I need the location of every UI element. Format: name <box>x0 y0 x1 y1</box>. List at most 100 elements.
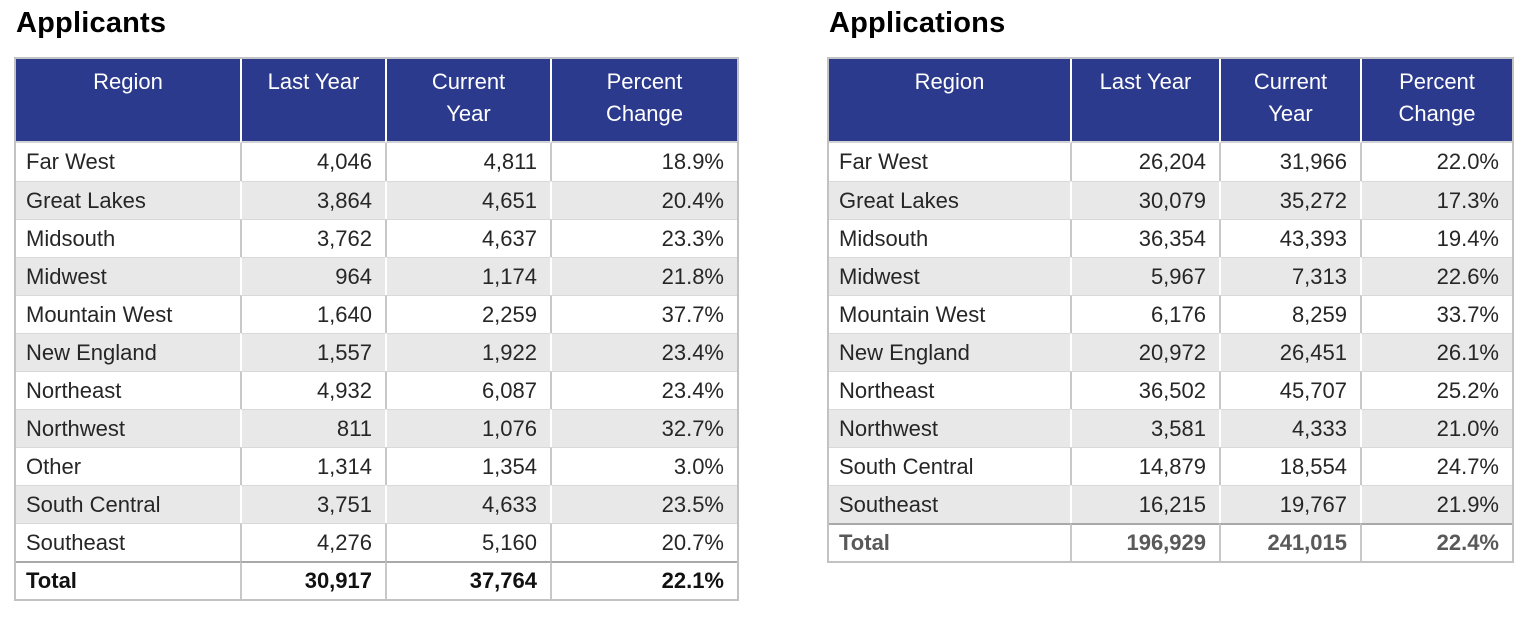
value-cell: 45,707 <box>1219 371 1360 409</box>
value-cell: 6,176 <box>1070 295 1219 333</box>
value-cell: 3,751 <box>240 485 385 523</box>
value-cell: 31,966 <box>1219 143 1360 181</box>
value-cell: 21.8% <box>550 257 737 295</box>
header-row: Region Last Year Current Year Percent Chang… <box>829 59 1512 143</box>
value-cell: 6,087 <box>385 371 550 409</box>
value-cell: 14,879 <box>1070 447 1219 485</box>
total-label-cell: Total <box>829 523 1070 561</box>
region-cell: Other <box>16 447 240 485</box>
value-cell: 3,762 <box>240 219 385 257</box>
region-cell: Great Lakes <box>829 181 1070 219</box>
total-row: Total 196,929 241,015 22.4% <box>829 523 1512 561</box>
value-cell: 4,811 <box>385 143 550 181</box>
value-cell: 33.7% <box>1360 295 1512 333</box>
region-cell: Great Lakes <box>16 181 240 219</box>
region-cell: New England <box>829 333 1070 371</box>
value-cell: 17.3% <box>1360 181 1512 219</box>
region-cell: Northeast <box>829 371 1070 409</box>
table-row-northwest: Northwest 811 1,076 32.7% <box>16 409 737 447</box>
column-header-region: Region <box>829 59 1070 143</box>
value-cell: 23.5% <box>550 485 737 523</box>
value-cell: 22.0% <box>1360 143 1512 181</box>
value-cell: 5,967 <box>1070 257 1219 295</box>
total-value-cell: 37,764 <box>385 561 550 599</box>
table-row-mountain-west: Mountain West 1,640 2,259 37.7% <box>16 295 737 333</box>
table-row-other: Other 1,314 1,354 3.0% <box>16 447 737 485</box>
total-value-cell: 196,929 <box>1070 523 1219 561</box>
value-cell: 23.4% <box>550 333 737 371</box>
value-cell: 18.9% <box>550 143 737 181</box>
value-cell: 5,160 <box>385 523 550 561</box>
value-cell: 21.0% <box>1360 409 1512 447</box>
value-cell: 20.7% <box>550 523 737 561</box>
applications-table: Region Last Year Current Year Percent Chang… <box>827 57 1514 563</box>
value-cell: 19.4% <box>1360 219 1512 257</box>
value-cell: 3,581 <box>1070 409 1219 447</box>
value-cell: 30,079 <box>1070 181 1219 219</box>
region-cell: Northeast <box>16 371 240 409</box>
table-row-great-lakes: Great Lakes 3,864 4,651 20.4% <box>16 181 737 219</box>
value-cell: 18,554 <box>1219 447 1360 485</box>
value-cell: 20,972 <box>1070 333 1219 371</box>
table-row-northeast: Northeast 4,932 6,087 23.4% <box>16 371 737 409</box>
region-cell: Southeast <box>829 485 1070 523</box>
value-cell: 25.2% <box>1360 371 1512 409</box>
value-cell: 16,215 <box>1070 485 1219 523</box>
value-cell: 26.1% <box>1360 333 1512 371</box>
table-row-northwest: Northwest 3,581 4,333 21.0% <box>829 409 1512 447</box>
region-cell: Midwest <box>829 257 1070 295</box>
value-cell: 4,633 <box>385 485 550 523</box>
table-row-southeast: Southeast 4,276 5,160 20.7% <box>16 523 737 561</box>
region-cell: Northwest <box>829 409 1070 447</box>
table-row-midsouth: Midsouth 3,762 4,637 23.3% <box>16 219 737 257</box>
value-cell: 22.6% <box>1360 257 1512 295</box>
region-cell: Mountain West <box>829 295 1070 333</box>
value-cell: 2,259 <box>385 295 550 333</box>
region-cell: Midsouth <box>16 219 240 257</box>
table-row-new-england: New England 20,972 26,451 26.1% <box>829 333 1512 371</box>
region-cell: Midsouth <box>829 219 1070 257</box>
column-header-region: Region <box>16 59 240 143</box>
column-header-last-year: Last Year <box>240 59 385 143</box>
table-row-south-central: South Central 3,751 4,633 23.5% <box>16 485 737 523</box>
total-value-cell: 22.4% <box>1360 523 1512 561</box>
value-cell: 19,767 <box>1219 485 1360 523</box>
value-cell: 4,932 <box>240 371 385 409</box>
table-row-great-lakes: Great Lakes 30,079 35,272 17.3% <box>829 181 1512 219</box>
value-cell: 36,354 <box>1070 219 1219 257</box>
value-cell: 4,276 <box>240 523 385 561</box>
region-cell: Southeast <box>16 523 240 561</box>
value-cell: 32.7% <box>550 409 737 447</box>
value-cell: 1,314 <box>240 447 385 485</box>
column-header-last-year: Last Year <box>1070 59 1219 143</box>
region-cell: Mountain West <box>16 295 240 333</box>
table-row-new-england: New England 1,557 1,922 23.4% <box>16 333 737 371</box>
table-row-south-central: South Central 14,879 18,554 24.7% <box>829 447 1512 485</box>
value-cell: 1,640 <box>240 295 385 333</box>
table-row-midwest: Midwest 5,967 7,313 22.6% <box>829 257 1512 295</box>
value-cell: 4,637 <box>385 219 550 257</box>
table-row-far-west: Far West 26,204 31,966 22.0% <box>829 143 1512 181</box>
value-cell: 4,651 <box>385 181 550 219</box>
value-cell: 24.7% <box>1360 447 1512 485</box>
value-cell: 1,557 <box>240 333 385 371</box>
total-label-cell: Total <box>16 561 240 599</box>
value-cell: 7,313 <box>1219 257 1360 295</box>
applicants-section: Applicants Region Last Year Current Year Pe… <box>14 6 739 601</box>
value-cell: 1,076 <box>385 409 550 447</box>
region-cell: Far West <box>16 143 240 181</box>
value-cell: 21.9% <box>1360 485 1512 523</box>
total-value-cell: 30,917 <box>240 561 385 599</box>
table-row-southeast: Southeast 16,215 19,767 21.9% <box>829 485 1512 523</box>
total-row: Total 30,917 37,764 22.1% <box>16 561 737 599</box>
total-value-cell: 241,015 <box>1219 523 1360 561</box>
column-header-current-year: Current Year <box>385 59 550 143</box>
value-cell: 4,046 <box>240 143 385 181</box>
value-cell: 20.4% <box>550 181 737 219</box>
applications-section: Applications Region Last Year Current Year… <box>827 6 1514 563</box>
value-cell: 36,502 <box>1070 371 1219 409</box>
value-cell: 23.3% <box>550 219 737 257</box>
applicants-table: Region Last Year Current Year Percent Chang… <box>14 57 739 601</box>
region-cell: Northwest <box>16 409 240 447</box>
region-cell: South Central <box>16 485 240 523</box>
